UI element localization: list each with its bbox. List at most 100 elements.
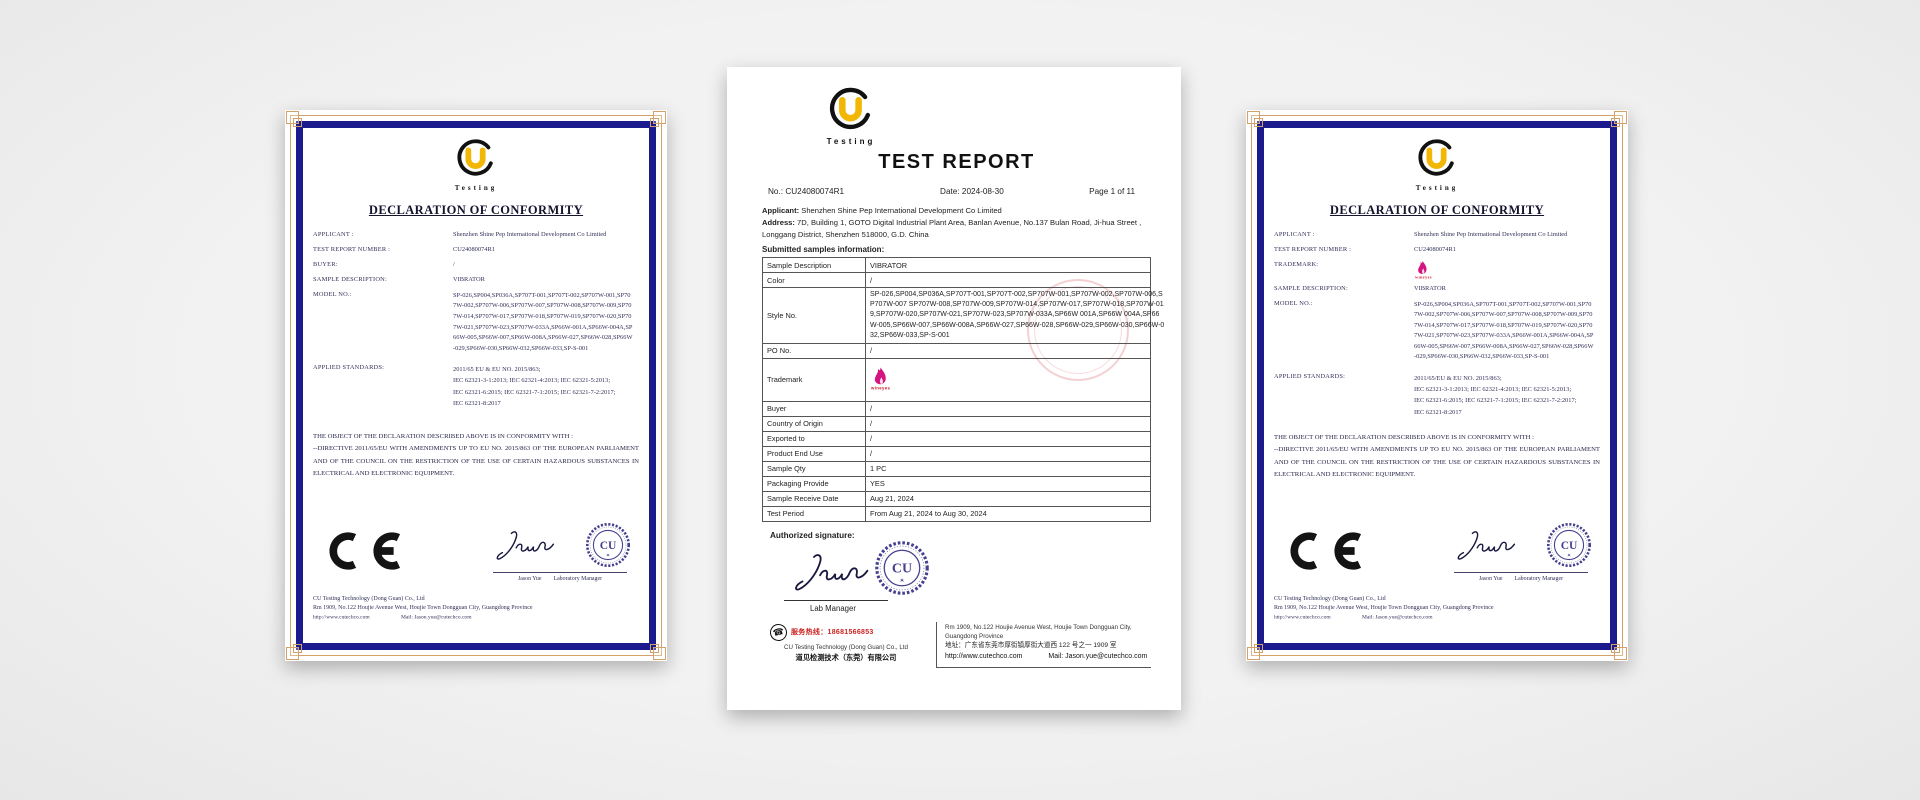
cu-logo-icon [826, 87, 876, 131]
footer-mail: Mail: Jason.yue@cutechco.com [1048, 653, 1148, 661]
lab-manager-label: Lab Manager [810, 603, 856, 613]
cu-testing-logo: Testing [1272, 138, 1602, 192]
signature-jason-icon [1457, 531, 1516, 560]
field-row: SAMPLE DESCRIPTION: VIBRATOR [313, 275, 485, 283]
test-report-page: Testing TEST REPORT No.: CU24080074R1 Da… [727, 67, 1181, 710]
footer-address: Rm 1909, No.122 Houjie Avenue West, Houj… [313, 605, 533, 612]
footer-company-cn: 道见检测技术（东莞）有限公司 [795, 652, 897, 662]
table-row-style-no: Style No. SP-026,SP004,SP036A,SP707T-001… [762, 287, 1164, 344]
footer-webmail: http://www.cutechco.com Mail: Jason.yue@c… [313, 614, 615, 623]
field-row-standards: APPLIED STANDARDS: 2011/65 EU & EU NO. 2… [313, 364, 641, 409]
footer-mail: Mail: Jason.yue@cutechco.com [1361, 614, 1433, 621]
footer-website: http://www.cutechco.com [945, 653, 1023, 661]
standards-lines: 2011/65 EU & EU NO. 2015/863; IEC 62321-… [453, 366, 616, 407]
svg-text:CU: CU [600, 540, 617, 552]
report-page-number: Page 1 of 11 [1089, 187, 1135, 196]
table-row: Color / [762, 272, 1151, 289]
table-row: Buyer / [762, 400, 1151, 417]
logo-testing-label: Testing [454, 184, 498, 192]
signature-jason-icon [795, 553, 869, 591]
left-declaration-page: Testing DECLARATION OF CONFORMITY APPLIC… [285, 110, 667, 661]
footer-company-en: CU Testing Technology (Dong Guan) Co., L… [784, 643, 908, 651]
service-hotline: 服务热线：18681566853 [791, 629, 874, 637]
corner-ornament [1247, 111, 1267, 131]
samples-heading: Submitted samples information: [762, 245, 885, 255]
field-row: APPLICANT : Shenzhen Shine Pep Internati… [1274, 231, 1568, 238]
table-row: Country of Origin / [762, 415, 1151, 432]
signature-line [1454, 572, 1588, 574]
corner-ornament [646, 111, 666, 131]
svg-text:CU: CU [892, 562, 912, 577]
cu-stamp-icon: CU [875, 541, 929, 595]
footer-website: http://www.cutechco.com [1274, 614, 1331, 621]
logo-testing-label: Testing [1415, 184, 1459, 192]
standards-lines: 2011/65/EU & EU NO. 2015/863; IEC 62321-… [1414, 374, 1577, 416]
table-row: Sample Receive Date Aug 21, 2024 [762, 490, 1151, 507]
cu-testing-logo: Testing [311, 138, 641, 192]
footer-mail: Mail: Jason.yue@cutechco.com [400, 614, 472, 621]
table-row: Sample Qty 1 PC [762, 460, 1151, 477]
report-meta: No.: CU24080074R1 Date: 2024-08-30 Page … [762, 187, 1151, 196]
authorized-signature-label: Authorized signature: [770, 530, 855, 540]
field-row-trademark: TRADEMARK: wineyes [1274, 260, 1602, 283]
footer-webmail: http://www.cutechco.com Mail: Jason.yue@c… [945, 651, 1151, 662]
cu-stamp-icon: CU [585, 523, 631, 568]
table-row: PO No. / [762, 342, 1151, 359]
signature-line [784, 599, 888, 601]
signer-names: Jason Yue Laboratory Manager [1478, 576, 1564, 583]
trademark-flame-icon [874, 367, 886, 385]
footer-address-cn: 地址：广东省东莞市厚街镇厚街大道西 122 号之一 1909 室 [945, 642, 1117, 650]
footer-right: Rm 1909, No.122 Houjie Avenue West, Houj… [936, 621, 1151, 668]
ce-mark-icon: CE [321, 529, 407, 582]
ce-mark-icon: CE [1282, 529, 1368, 582]
footer: CU Testing Technology (Dong Guan) Co., L… [1272, 595, 1602, 623]
footer: CU Testing Technology (Dong Guan) Co., L… [311, 595, 641, 623]
trademark-brand-text: wineyes [871, 387, 891, 392]
corner-ornament [1247, 640, 1267, 660]
report-no: No.: CU24080074R1 [768, 187, 845, 196]
table-row: Packaging Provide YES [762, 475, 1151, 492]
corner-ornament [646, 640, 666, 660]
signature-block: CU [762, 541, 1151, 600]
field-row-model-no: MODEL NO.: SP-026,SP004,SP036A,SP707T-00… [313, 291, 641, 354]
field-row: APPLICANT : Shenzhen Shine Pep Internati… [313, 231, 607, 238]
report-date: Date: 2024-08-30 [940, 187, 1004, 196]
footer-address-en: Rm 1909, No.122 Houjie Avenue West, Houj… [945, 623, 1132, 641]
page-title: DECLARATION OF CONFORMITY [368, 203, 584, 217]
phone-icon: ☎ [768, 622, 789, 643]
conformity-statement: THE OBJECT OF THE DECLARATION DESCRIBED … [1274, 433, 1600, 478]
cu-logo-icon [454, 138, 498, 178]
signer-names: Jason Yue Laboratory Manager [517, 576, 603, 583]
field-row: BUYER: / [313, 260, 455, 268]
footer-left: ☎ 服务热线：18681566853 CU Testing Technology… [762, 622, 930, 668]
footer-company: CU Testing Technology (Dong Guan) Co., L… [313, 596, 425, 603]
model-no-lines: SP-026,SP004,SP036A,SP707T-001,SP707T-00… [453, 291, 633, 352]
right-declaration-page: Testing DECLARATION OF CONFORMITY APPLIC… [1246, 110, 1628, 661]
model-no-lines: SP-026,SP004,SP036A,SP707T-001,SP707T-00… [1414, 300, 1594, 361]
svg-text:CU: CU [1561, 540, 1578, 552]
style-no-lines: SP-026,SP004,SP036A,SP707T-001,SP707T-00… [865, 287, 1164, 344]
fields-block: APPLICANT : Shenzhen Shine Pep Internati… [313, 231, 641, 409]
corner-ornament [286, 640, 306, 660]
cu-stamp-icon: CU [1546, 523, 1592, 568]
table-row: Test Period From Aug 21, 2024 to Aug 30,… [762, 505, 1151, 522]
corner-ornament [286, 111, 306, 131]
signature-block: CU Jason Yue Laboratory Manager [485, 522, 635, 582]
trademark-flame-icon [1418, 260, 1427, 274]
field-row: SAMPLE DESCRIPTION: VIBRATOR [1274, 284, 1446, 292]
address-line: Address: 7D, Building 1, GOTO Digital In… [762, 218, 1142, 239]
footer-address: Rm 1909, No.122 Houjie Avenue West, Houj… [1274, 605, 1494, 612]
trademark-brand-text: wineyes [1415, 275, 1432, 281]
table-row: Product End Use / [762, 445, 1151, 462]
page-title: DECLARATION OF CONFORMITY [1329, 203, 1545, 217]
footer-webmail: http://www.cutechco.com Mail: Jason.yue@c… [1274, 614, 1576, 623]
footer: ☎ 服务热线：18681566853 CU Testing Technology… [762, 621, 1151, 668]
cu-logo-icon [1415, 138, 1459, 178]
footer-company: CU Testing Technology (Dong Guan) Co., L… [1274, 596, 1386, 603]
logo-testing-label: Testing [826, 137, 876, 146]
report-title: TEST REPORT [878, 151, 1035, 173]
cu-testing-logo: Testing [814, 87, 888, 146]
corner-ornament [1607, 111, 1627, 131]
field-row: TEST REPORT NUMBER : CU24080074R1 [313, 245, 495, 253]
